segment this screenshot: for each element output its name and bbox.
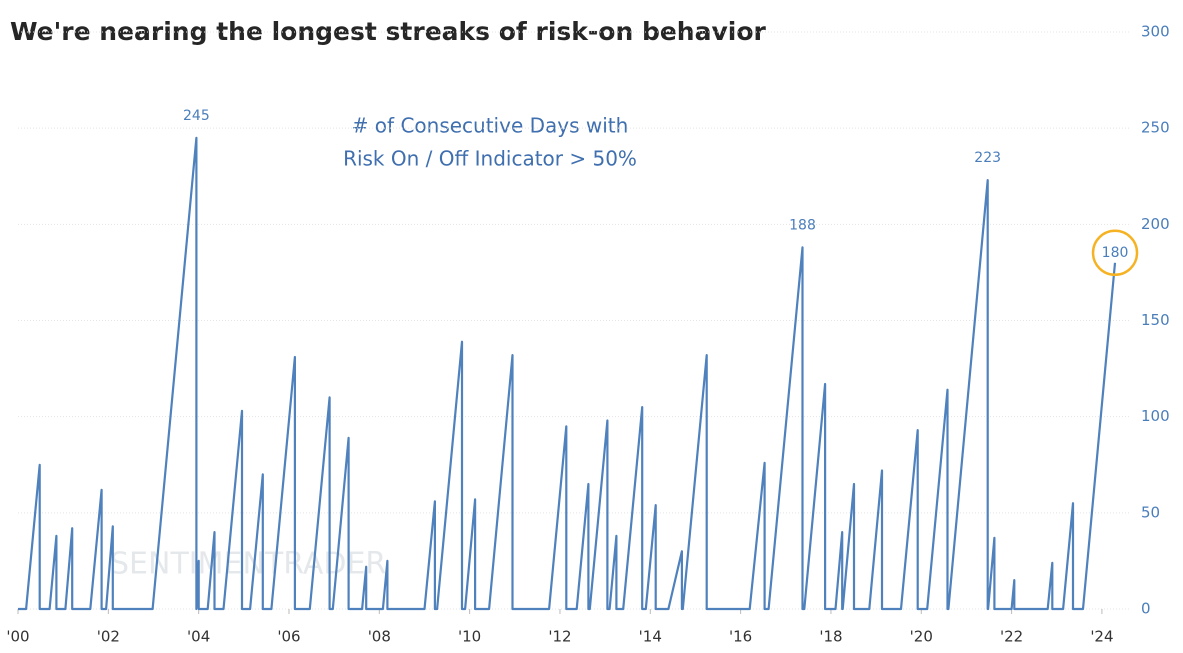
- y-tick-label: 150: [1141, 311, 1170, 329]
- x-tick-label: '20: [910, 628, 933, 646]
- annotation: 180: [1102, 245, 1129, 261]
- annotation: 245: [183, 108, 210, 124]
- subtitle: # of Consecutive Days with: [352, 114, 629, 138]
- x-tick-label: '12: [548, 628, 571, 646]
- x-tick-label: '14: [639, 628, 662, 646]
- highlight-circle: [1091, 229, 1139, 277]
- x-tick-label: '16: [729, 628, 752, 646]
- x-tick-label: '22: [1000, 628, 1023, 646]
- watermark: SENTIMENTRADER: [110, 547, 386, 582]
- subtitle: Risk On / Off Indicator > 50%: [343, 147, 637, 171]
- y-tick-label: 0: [1141, 600, 1151, 618]
- y-tick-label: 100: [1141, 407, 1170, 425]
- annotation: 188: [789, 217, 816, 233]
- x-tick-label: '18: [819, 628, 842, 646]
- x-tick-label: '04: [187, 628, 210, 646]
- y-tick-label: 200: [1141, 215, 1170, 233]
- y-tick-label: 50: [1141, 503, 1160, 521]
- x-tick-label: '02: [97, 628, 120, 646]
- x-tick-label: '10: [458, 628, 481, 646]
- chart-title: We're nearing the longest streaks of ris…: [10, 17, 767, 46]
- series-line: [18, 136, 1117, 611]
- x-tick-label: '06: [277, 628, 300, 646]
- y-tick-label: 250: [1141, 119, 1170, 137]
- y-tick-label: 300: [1141, 23, 1170, 41]
- x-tick-label: '00: [6, 628, 29, 646]
- x-tick-label: '08: [368, 628, 391, 646]
- annotation: 223: [974, 150, 1001, 166]
- x-tick-label: '24: [1090, 628, 1113, 646]
